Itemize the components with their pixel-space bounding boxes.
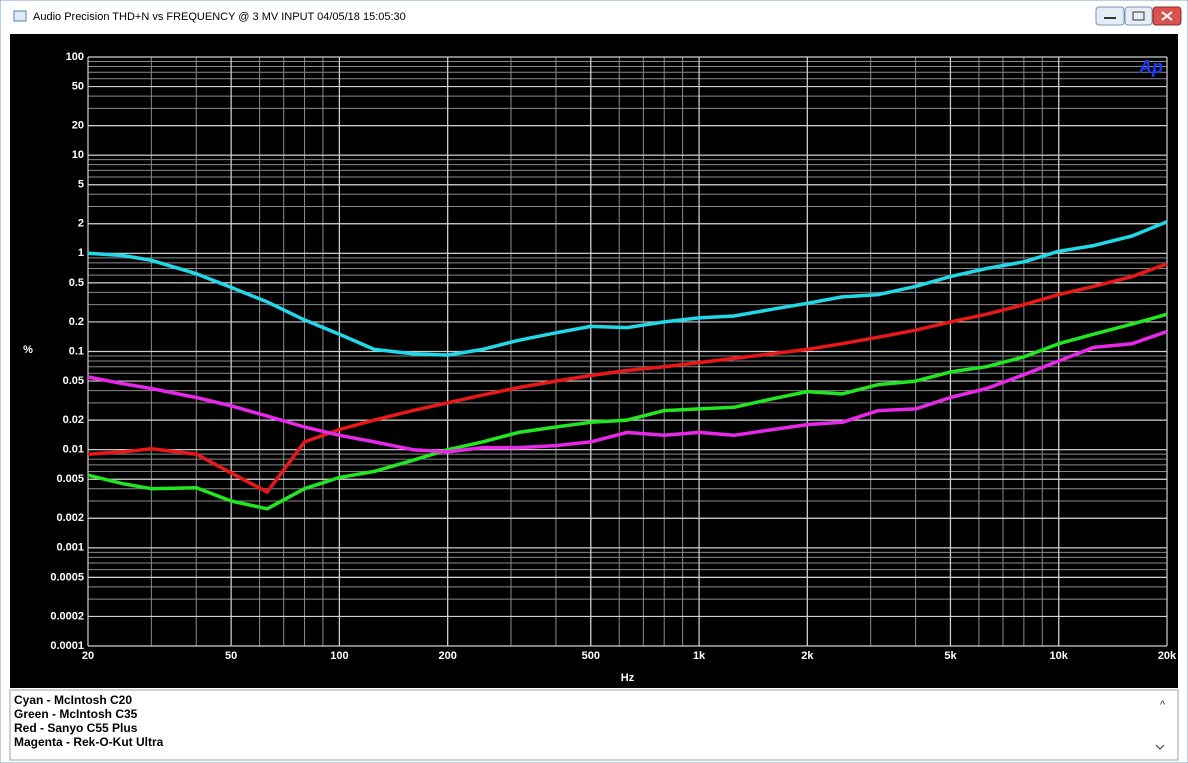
title-bar [1, 1, 1187, 31]
y-tick-label: 2 [78, 218, 84, 230]
x-tick-label: 500 [582, 650, 600, 662]
window-icon [13, 10, 27, 22]
x-tick-label: 100 [330, 650, 348, 662]
x-tick-label: 2k [801, 650, 814, 662]
x-tick-label: 200 [438, 650, 456, 662]
legend-entry: Green - McIntosh C35 [14, 707, 138, 721]
y-tick-label: 0.0005 [50, 571, 84, 583]
y-tick-label: 0.002 [56, 512, 84, 524]
y-tick-label: 0.5 [69, 277, 84, 289]
plot [87, 220, 1168, 511]
legend-entry: Cyan - McIntosh C20 [14, 693, 132, 707]
y-tick-label: 1 [78, 247, 84, 259]
window-title: Audio Precision THD+N vs FREQUENCY @ 3 M… [33, 11, 406, 23]
series-line [87, 312, 1168, 511]
x-tick-label: 20k [1158, 650, 1177, 662]
y-tick-label: 0.001 [56, 542, 84, 554]
grid: 100 50 20 10 5 2 1 0.5 0.2 0.1 0.05 0.02 0.01 0.005 0.… [23, 51, 1177, 684]
series-line [87, 329, 1168, 454]
series-line [87, 220, 1168, 357]
maximize-button[interactable] [1124, 6, 1153, 26]
x-tick-label: 10k [1050, 650, 1069, 662]
legend-entry: Magenta - Rek-O-Kut Ultra [14, 735, 164, 749]
y-tick-label: 0.01 [63, 444, 84, 456]
y-tick-label: 0.2 [69, 316, 84, 328]
x-axis-label: Hz [621, 672, 635, 684]
x-tick-label: 50 [225, 650, 237, 662]
maximize-icon [1132, 11, 1145, 21]
scroll-up[interactable]: ^ [1160, 699, 1166, 711]
y-tick-label: 0.0001 [50, 640, 84, 652]
series-line [87, 262, 1168, 494]
x-tick-label: 1k [693, 650, 706, 662]
minimize-button[interactable] [1095, 6, 1125, 26]
legend-entry: Red - Sanyo C55 Plus [14, 721, 138, 735]
y-axis-label: % [23, 344, 33, 356]
legend-panel [9, 689, 1179, 761]
y-tick-label: 0.005 [56, 473, 84, 485]
y-tick-label: 0.0002 [50, 610, 84, 622]
close-icon [1161, 11, 1173, 21]
x-tick-label: 20 [82, 650, 94, 662]
logo: Ap [1138, 57, 1163, 77]
y-tick-label: 100 [66, 51, 84, 63]
y-tick-label: 0.05 [63, 375, 84, 387]
scroll-down[interactable] [1155, 744, 1165, 750]
y-tick-label: 50 [72, 80, 84, 92]
y-tick-label: 10 [72, 149, 84, 161]
y-tick-label: 0.1 [69, 345, 84, 357]
y-tick-label: 20 [72, 120, 84, 132]
y-tick-label: 0.02 [63, 414, 84, 426]
y-tick-label: 5 [78, 179, 84, 191]
x-tick-label: 5k [944, 650, 957, 662]
